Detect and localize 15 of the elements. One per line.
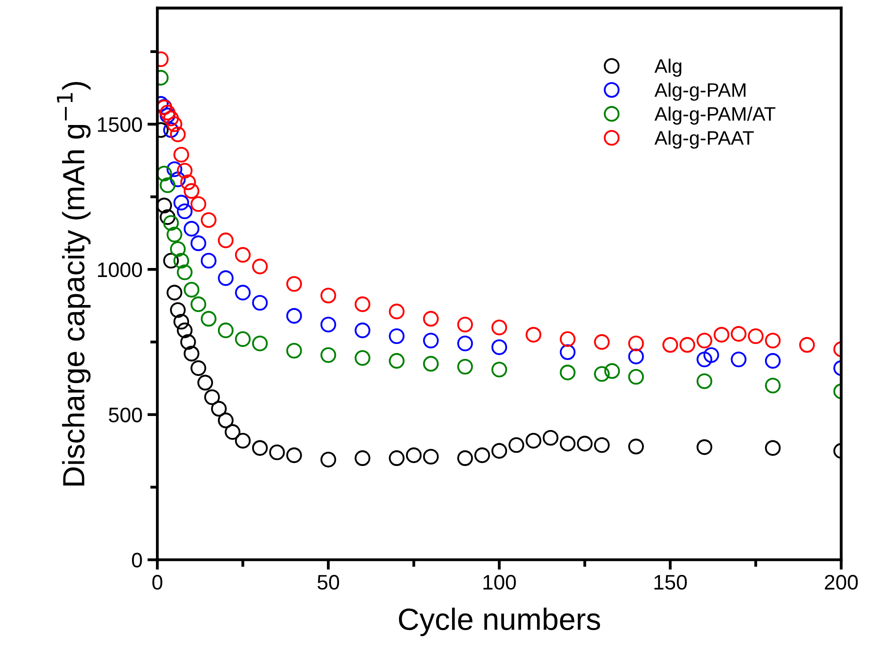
- legend-label: Alg-g-PAM: [654, 82, 746, 101]
- x-tick-label: 100: [483, 574, 516, 590]
- x-tick-label: 200: [824, 574, 858, 590]
- y-tick-label: 1500: [98, 117, 142, 132]
- legend-label: Alg-g-PAM/AT: [654, 106, 776, 125]
- legend-label: Alg: [654, 58, 682, 77]
- x-tick-label: 150: [654, 574, 687, 590]
- legend-label: Alg-g-PAAT: [654, 130, 754, 149]
- y-tick-label: 0: [132, 552, 142, 568]
- x-axis-title: Cycle numbers: [398, 608, 600, 636]
- y-axis-title: Discharge capacity (mAh g$^{−1}$): [56, 82, 91, 486]
- x-tick-label: 0: [152, 574, 162, 590]
- y-tick-label: 500: [108, 408, 142, 422]
- x-tick-label: 50: [318, 574, 340, 590]
- y-tick-label: 1000: [98, 262, 142, 278]
